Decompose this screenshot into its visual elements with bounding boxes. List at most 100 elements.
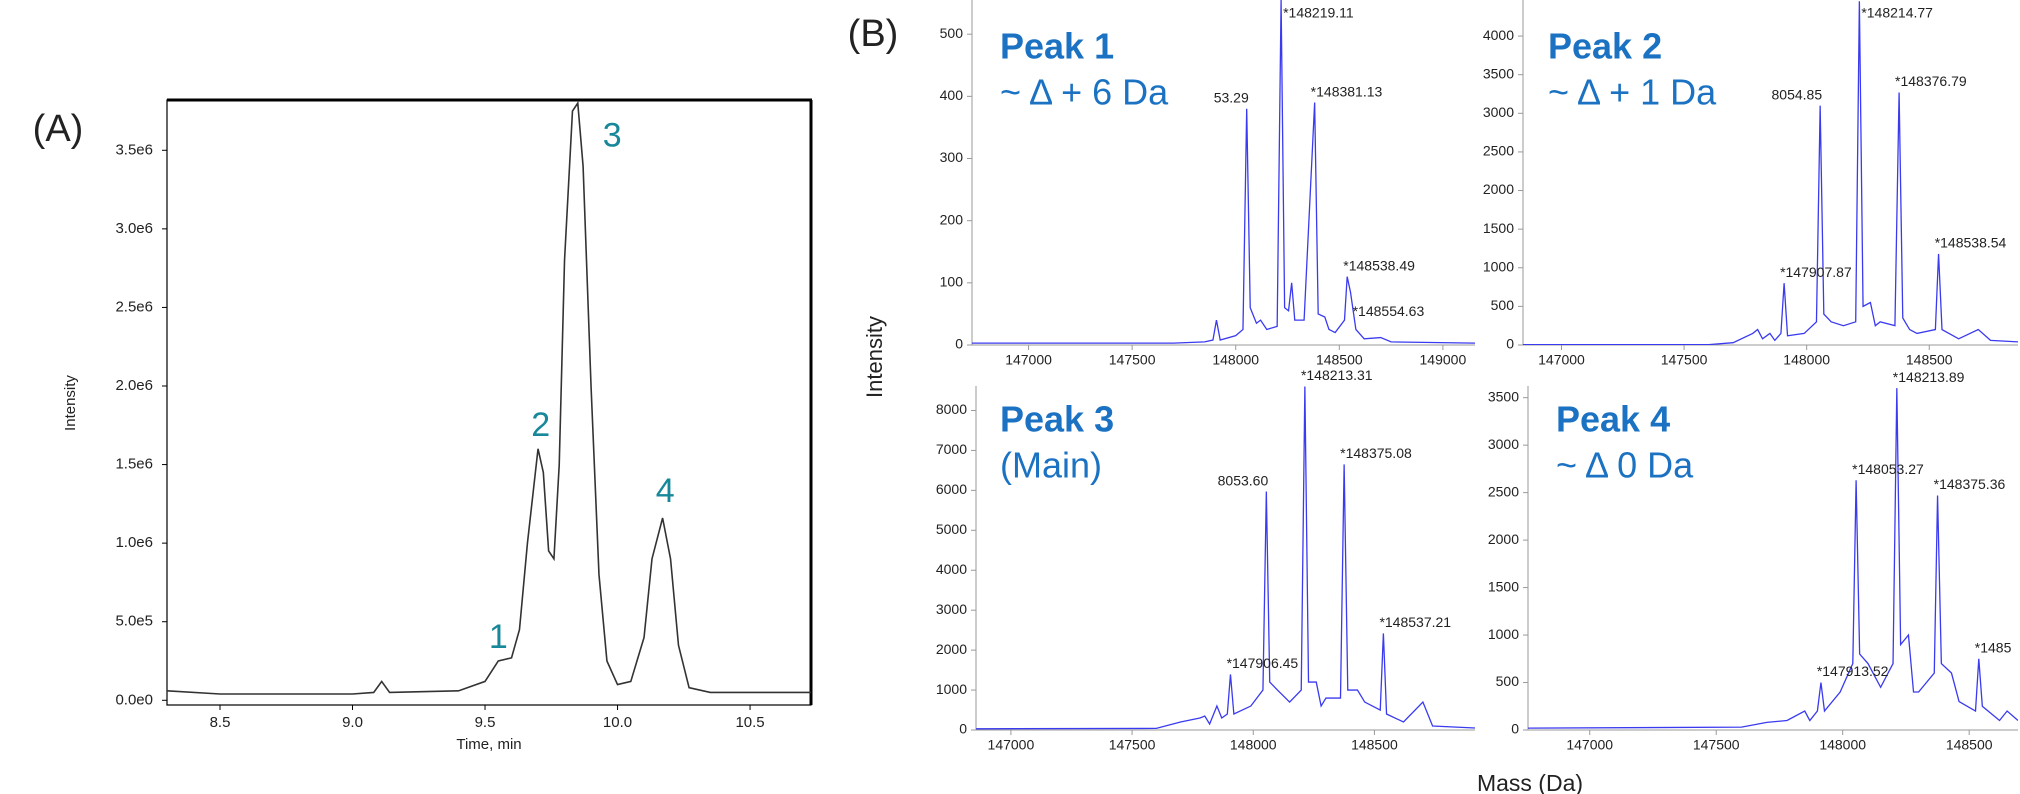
x-tick-label: 148000 [1230,737,1277,753]
plot-area [1523,1,2018,345]
x-tick-label: 10.0 [603,714,632,731]
y-tick-label: 300 [940,149,964,165]
y-tick-label: 3.0e6 [115,220,153,237]
y-tick-label: 1.5e6 [115,456,153,473]
x-tick-label: 147500 [1109,737,1156,753]
y-tick-label: 500 [1496,673,1520,689]
y-axis-label: Intensity [862,316,887,398]
data-line [1528,388,2018,729]
y-tick-label: 4000 [1483,27,1514,43]
panel-title: Peak 2 [1548,26,1662,67]
mass-label: *147906.45 [1227,655,1299,671]
y-tick-label: 2.0e6 [115,377,153,394]
y-tick-label: 500 [940,25,964,41]
plot-area [976,386,1475,730]
panel-subtitle: ~ Δ 0 Da [1556,445,1694,486]
y-tick-label: 4000 [936,561,967,577]
panel-subtitle: ~ Δ + 1 Da [1548,72,1717,113]
data-line [1523,1,2018,345]
y-tick-label: 2000 [1483,181,1514,197]
y-tick-label: 1500 [1483,220,1514,236]
y-tick-label: 500 [1491,297,1515,313]
x-tick-label: 9.5 [475,714,496,731]
y-tick-label: 0 [1511,721,1519,737]
y-tick-label: 3000 [1488,436,1519,452]
x-tick-label: 148000 [1819,737,1866,753]
y-tick-label: 1000 [1488,626,1519,642]
y-tick-label: 3000 [1483,104,1514,120]
y-tick-label: 1.0e6 [115,534,153,551]
y-tick-label: 0 [955,336,963,352]
y-tick-label: 6000 [936,481,967,497]
peak-label: 1 [489,618,508,656]
peak-label: 3 [603,117,622,155]
y-tick-label: 400 [940,87,964,103]
y-tick-label: 3500 [1488,388,1519,404]
mass-label: *148053.27 [1852,461,1924,477]
plot-frame [166,99,812,706]
mass-label: *148214.77 [1861,5,1933,21]
x-tick-label: 8.5 [210,714,231,731]
plot-area [167,100,811,695]
peak-label: 4 [656,472,675,510]
y-tick-label: 3.5e6 [115,141,153,158]
x-tick-label: 148500 [1316,352,1363,368]
mass-label: *148213.89 [1893,369,1965,385]
mass-label: *148537.21 [1379,614,1451,630]
x-axis-label: Mass (Da) [1477,770,1583,794]
y-tick-label: 1500 [1488,578,1519,594]
mass-label: *148213.31 [1301,367,1373,383]
mass-label: *148375.08 [1340,445,1412,461]
y-tick-label: 2500 [1488,483,1519,499]
x-tick-label: 148500 [1906,352,1953,368]
panel-title: Peak 3 [1000,399,1114,440]
mass-label: *1485 [1975,639,2012,655]
x-tick-label: 147000 [1005,352,1052,368]
x-tick-label: 147000 [988,737,1035,753]
x-tick-label: 147000 [1566,737,1613,753]
y-tick-label: 2000 [936,641,967,657]
panel-subtitle: ~ Δ + 6 Da [1000,72,1169,113]
x-tick-label: 148000 [1212,352,1259,368]
mass-label: *148219.11 [1283,5,1354,21]
y-tick-label: 0 [959,721,967,737]
x-tick-label: 149000 [1420,352,1467,368]
mass-label: *147913.52 [1817,663,1889,679]
panel-title: Peak 4 [1556,399,1670,440]
mass-label: *148376.79 [1895,73,1967,89]
y-tick-label: 200 [940,211,964,227]
panel-subtitle: (Main) [1000,445,1102,486]
x-tick-label: 148000 [1783,352,1830,368]
y-tick-label: 0 [1506,336,1514,352]
y-tick-label: 0.0e0 [115,691,153,708]
y-tick-label: 2500 [1483,143,1514,159]
y-tick-label: 1000 [1483,258,1514,274]
y-tick-label: 8000 [936,401,967,417]
mass-label: *148538.49 [1343,257,1415,273]
y-tick-label: 5000 [936,521,967,537]
y-tick-label: 3500 [1483,65,1514,81]
y-tick-label: 7000 [936,441,967,457]
plot-area [1528,388,2018,729]
mass-label: *148381.13 [1311,83,1383,99]
y-tick-label: 100 [940,274,964,290]
y-axis-label: Intensity [62,375,79,431]
y-tick-label: 1000 [936,681,967,697]
x-tick-label: 10.5 [735,714,764,731]
panel-label: (A) [33,108,84,150]
x-tick-label: 147500 [1693,737,1740,753]
mass-label: *147907.87 [1780,264,1852,280]
peak-label: 2 [531,406,550,444]
x-tick-label: 147000 [1538,352,1585,368]
panel-title: Peak 1 [1000,26,1114,67]
data-line [167,100,811,695]
x-tick-label: 148500 [1351,737,1398,753]
y-tick-label: 2000 [1488,531,1519,547]
y-tick-label: 2.5e6 [115,298,153,315]
x-tick-label: 147500 [1109,352,1156,368]
panel-label: (B) [848,13,899,55]
mass-label: 8054.85 [1772,86,1823,102]
y-tick-label: 3000 [936,601,967,617]
